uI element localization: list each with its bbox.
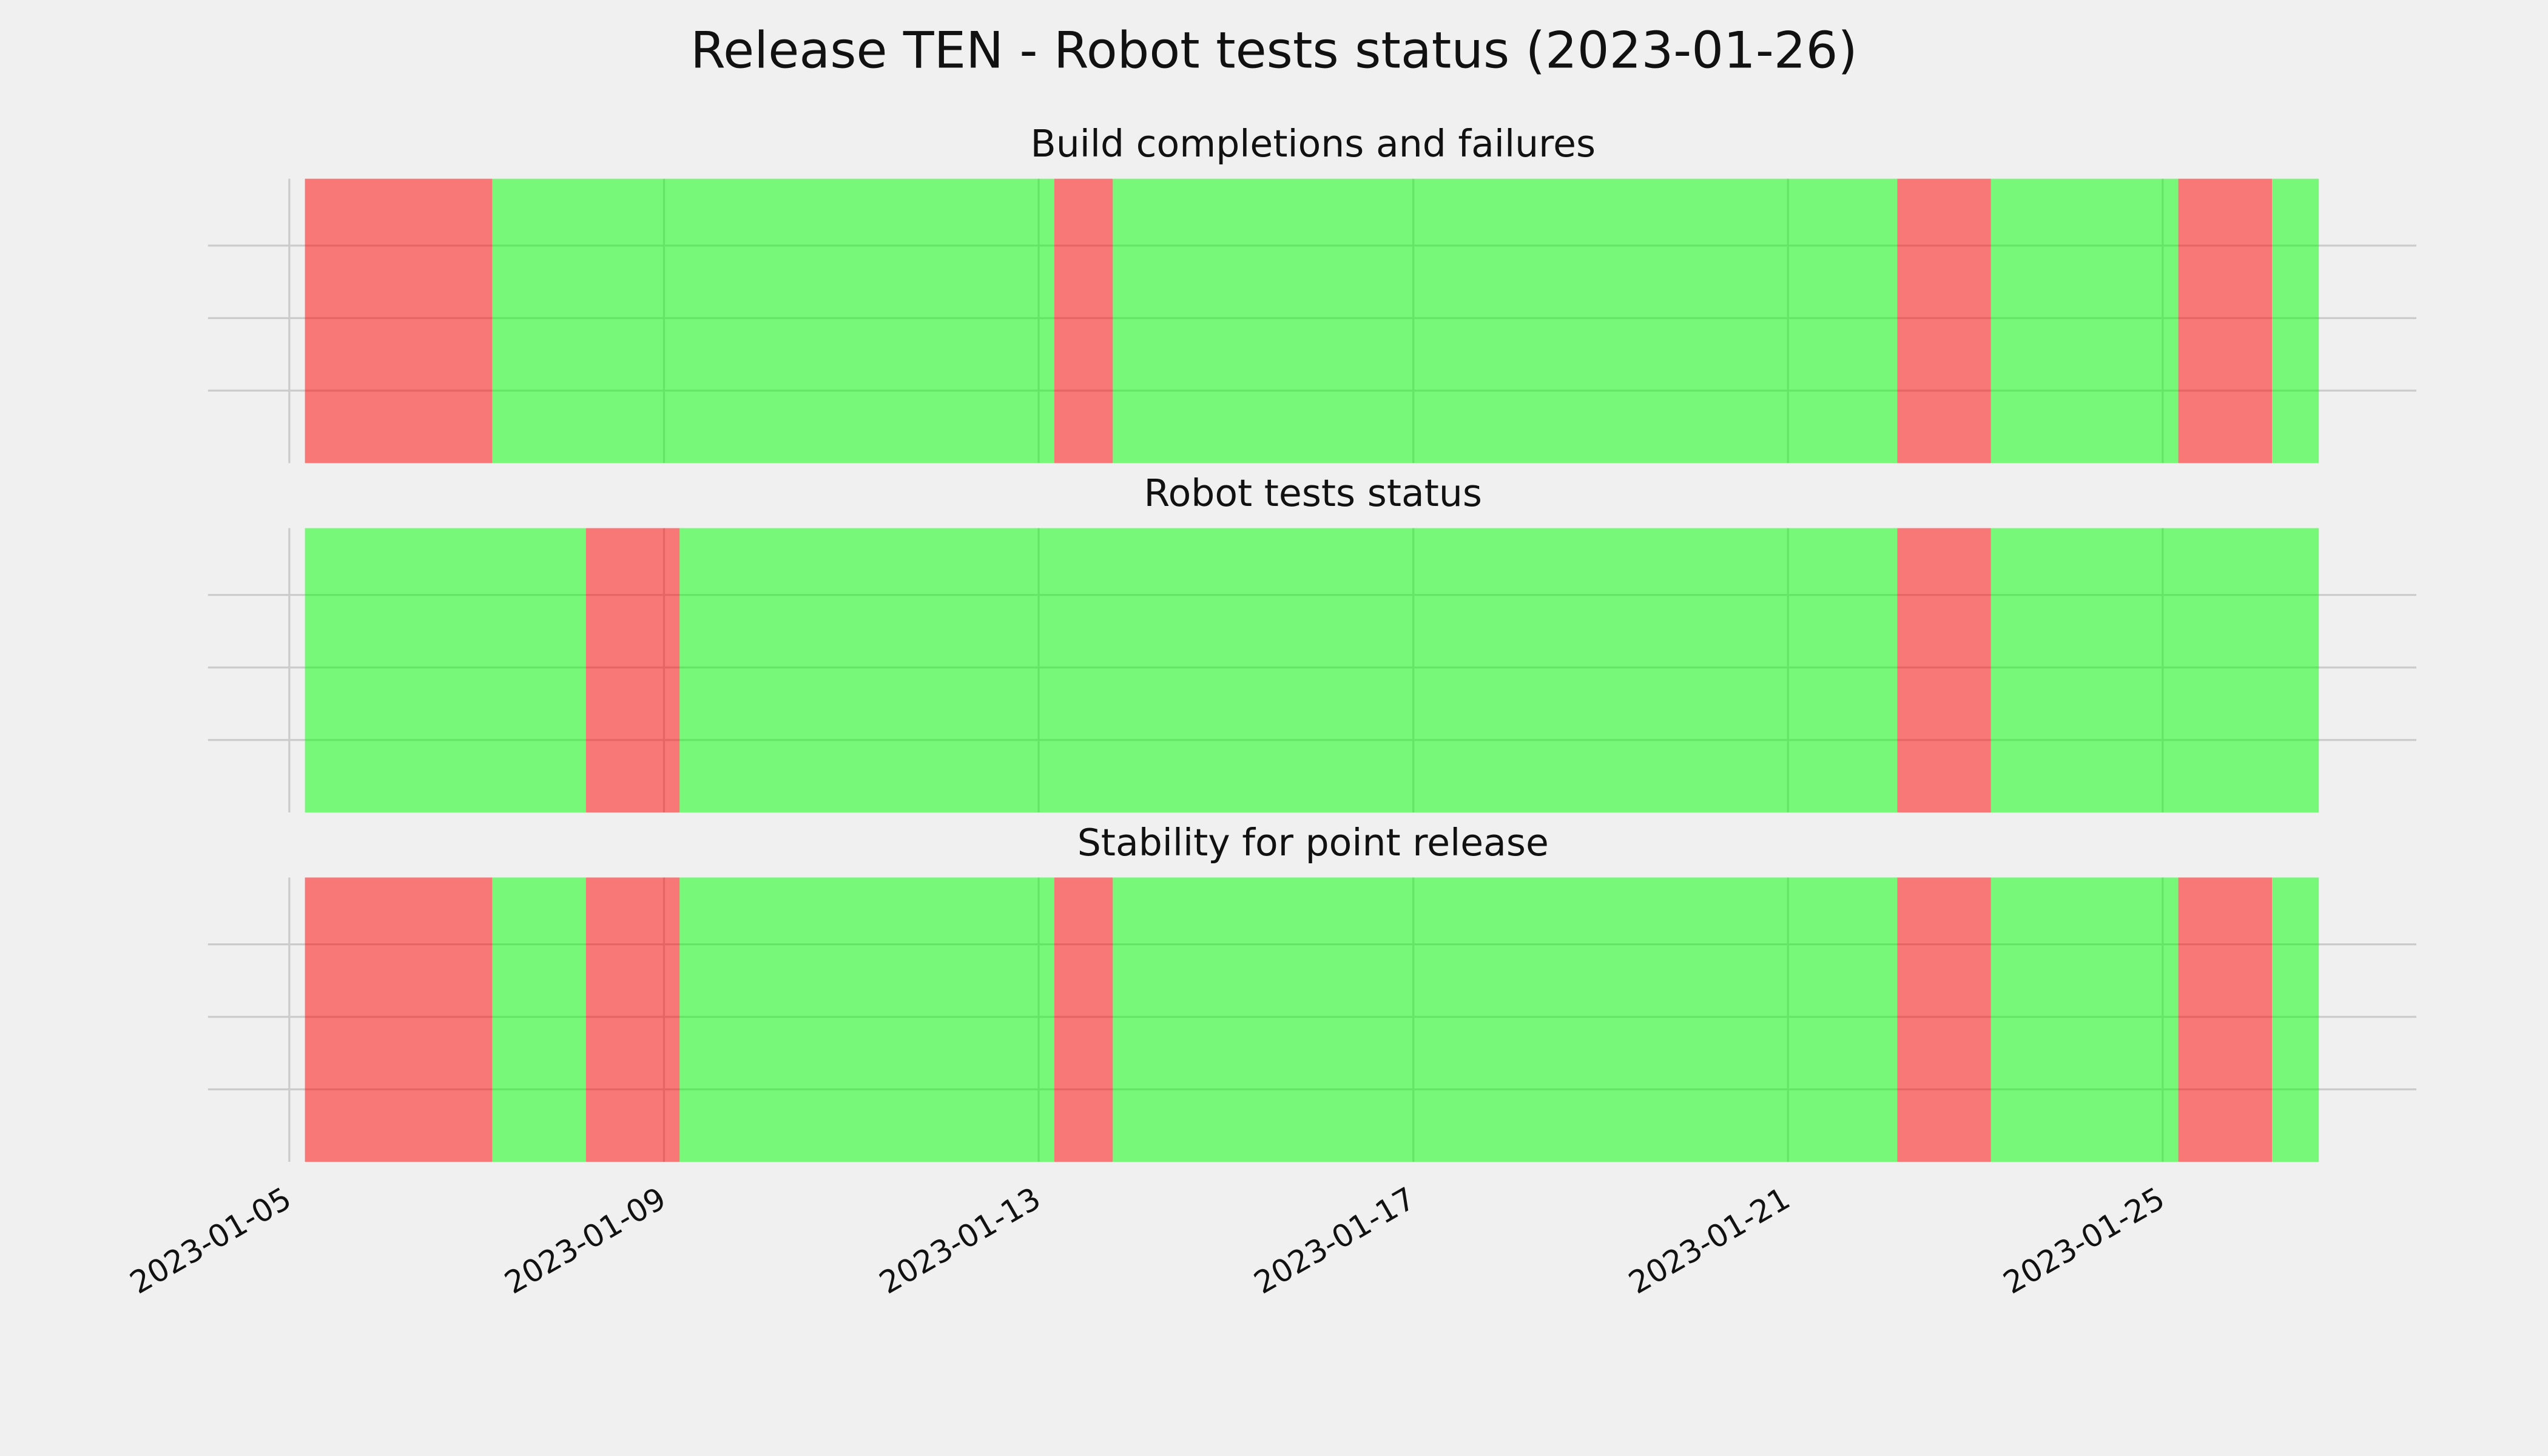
panel-title: Build completions and failures — [1030, 122, 1596, 166]
status-span — [679, 528, 1898, 813]
status-span — [1897, 528, 1991, 813]
status-span — [585, 877, 680, 1162]
status-span — [1990, 178, 2179, 463]
status-span — [1054, 178, 1113, 463]
status-span — [1897, 877, 1991, 1162]
status-span — [2272, 877, 2319, 1162]
status-span — [2272, 178, 2319, 463]
status-span — [1113, 178, 1898, 463]
status-span — [2178, 877, 2273, 1162]
status-span — [679, 877, 1054, 1162]
status-span — [585, 528, 680, 813]
status-span — [492, 877, 586, 1162]
status-span — [1054, 877, 1113, 1162]
status-span — [1990, 877, 2179, 1162]
chart-title: Release TEN - Robot tests status (2023-0… — [690, 21, 1858, 79]
panel-title: Stability for point release — [1077, 821, 1549, 864]
status-span — [492, 178, 1054, 463]
panel-title: Robot tests status — [1144, 471, 1482, 515]
status-span — [1113, 877, 1898, 1162]
status-span — [305, 178, 493, 463]
status-span — [1990, 528, 2319, 813]
status-span — [305, 528, 586, 813]
status-span — [1897, 178, 1991, 463]
status-span — [305, 877, 493, 1162]
status-span — [2178, 178, 2273, 463]
